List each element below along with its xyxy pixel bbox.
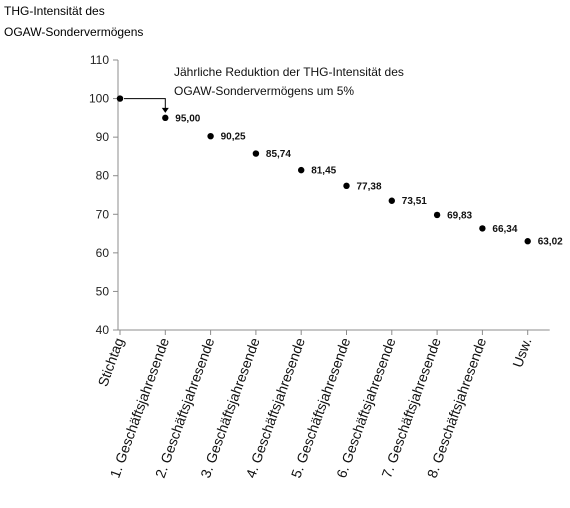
data-point [298, 166, 305, 174]
data-label: 69,83 [447, 210, 472, 221]
data-point [252, 150, 260, 157]
annotation-line-1: Jährliche Reduktion der THG-Intensität d… [174, 65, 404, 79]
data-point [207, 132, 214, 140]
data-label: 85,74 [266, 149, 291, 160]
data-label: 95,00 [175, 113, 200, 124]
y-tick-label: 60 [96, 246, 110, 260]
data-label: 73,51 [402, 196, 427, 207]
annotation-arrow [124, 98, 169, 113]
data-label: 63,02 [538, 237, 563, 248]
y-tick-label: 100 [89, 92, 109, 106]
y-tick-label: 110 [90, 53, 109, 67]
y-axis-title-line-2: OGAW-Sondervermögens [4, 25, 143, 39]
y-tick-label: 50 [96, 284, 110, 298]
x-tick-label: Stichtag [94, 336, 126, 389]
data-point [116, 95, 124, 102]
annotation-line-2: OGAW-Sondervermögens um 5% [174, 84, 354, 98]
data-point [162, 114, 169, 122]
data-label: 66,34 [492, 224, 517, 235]
data-point [388, 197, 395, 204]
data-points [116, 95, 531, 245]
arrow-head [161, 107, 169, 113]
y-axis-title-line-1: THG-Intensität des [4, 4, 105, 18]
data-label: 90,25 [221, 132, 246, 143]
data-point [479, 225, 486, 232]
y-tick-label: 80 [96, 169, 110, 183]
data-point [524, 238, 531, 245]
arrow-line [124, 98, 166, 109]
x-tick-label: Usw. [509, 336, 534, 370]
data-label: 77,38 [357, 181, 382, 192]
y-axis: 40 50 60 70 80 90 100 110 [89, 53, 119, 337]
y-tick-label: 40 [96, 323, 110, 337]
data-label: 81,45 [311, 166, 336, 177]
data-point [433, 211, 441, 219]
data-labels: 95,00 90,25 85,74 81,45 77,38 73,51 69,83 66,34… [175, 113, 563, 247]
y-tick-label: 90 [96, 130, 110, 144]
data-point [343, 182, 350, 190]
y-tick-label: 70 [96, 207, 110, 221]
annotation: Jährliche Reduktion der THG-Intensität d… [174, 65, 404, 98]
